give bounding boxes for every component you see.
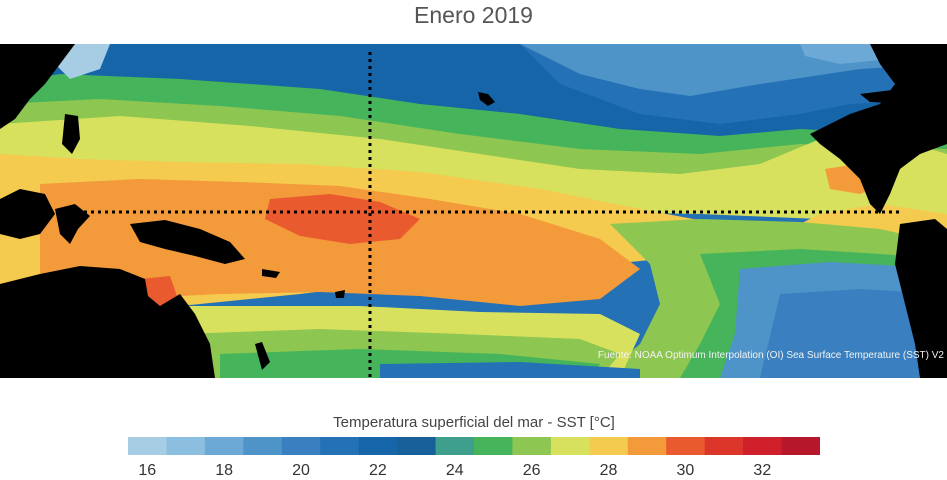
land-new-guinea: [130, 220, 245, 264]
land-australia: [0, 266, 215, 378]
colorbar-segment: [474, 437, 513, 455]
land-south-america: [895, 219, 947, 378]
ocean-band-lightblue-east: [760, 289, 947, 378]
map-title: Enero 2019: [414, 2, 533, 28]
ocean-band-blue-south: [380, 362, 640, 378]
colorbar: [128, 437, 820, 455]
colorbar-segment: [781, 437, 820, 455]
colorbar-tick-label: 28: [599, 462, 618, 479]
colorbar-tick-label: 20: [292, 462, 310, 479]
land-central-america: [810, 44, 947, 214]
colorbar-segment: [128, 437, 167, 455]
colorbar-segment: [743, 437, 783, 455]
source-note: Fuente: NOAA Optimum Interpolation (OI) …: [597, 350, 944, 361]
colorbar-segment: [512, 437, 552, 455]
land-solomons: [262, 269, 280, 278]
colorbar-segment: [243, 437, 283, 455]
colorbar-segment: [666, 437, 706, 455]
land-new-zealand: [255, 342, 270, 370]
colorbar-segment: [166, 437, 206, 455]
colorbar-segment: [435, 437, 475, 455]
land-asia-northwest: [0, 44, 75, 129]
colorbar-tick-label: 18: [215, 462, 233, 479]
colorbar-tick-label: 22: [368, 462, 387, 479]
colorbar-segment: [281, 437, 321, 455]
colorbar-segment: [358, 437, 398, 455]
colorbar-segment: [704, 437, 744, 455]
colorbar-segment: [589, 437, 629, 455]
land-masses: [0, 44, 947, 378]
ocean-band-pale-northwest: [55, 44, 110, 79]
colorbar-title: Temperatura superficial del mar - SST [°…: [333, 414, 615, 431]
colorbar-segment: [627, 437, 667, 455]
land-sulawesi: [55, 204, 90, 244]
colorbar-segment: [397, 437, 437, 455]
colorbar-segment: [204, 437, 244, 455]
colorbar-tick-label: 32: [753, 462, 772, 479]
colorbar-tick-label: 24: [445, 462, 464, 479]
colorbar-tick-label: 26: [522, 462, 541, 479]
sst-map: [0, 44, 947, 378]
land-philippines: [62, 114, 80, 154]
ocean-band-north-teal: [0, 44, 947, 164]
land-hawaii: [478, 92, 495, 106]
colorbar-segment: [320, 437, 360, 455]
colorbar-segment: [550, 437, 590, 455]
land-fiji: [335, 290, 345, 298]
colorbar-tick-label: 16: [138, 462, 157, 479]
ocean-band-yellow-north: [0, 116, 947, 219]
ocean-band-red-core: [265, 194, 420, 244]
land-cuba: [860, 89, 930, 104]
colorbar-tick-label: 30: [676, 462, 695, 479]
land-borneo-sumatra: [0, 189, 55, 239]
